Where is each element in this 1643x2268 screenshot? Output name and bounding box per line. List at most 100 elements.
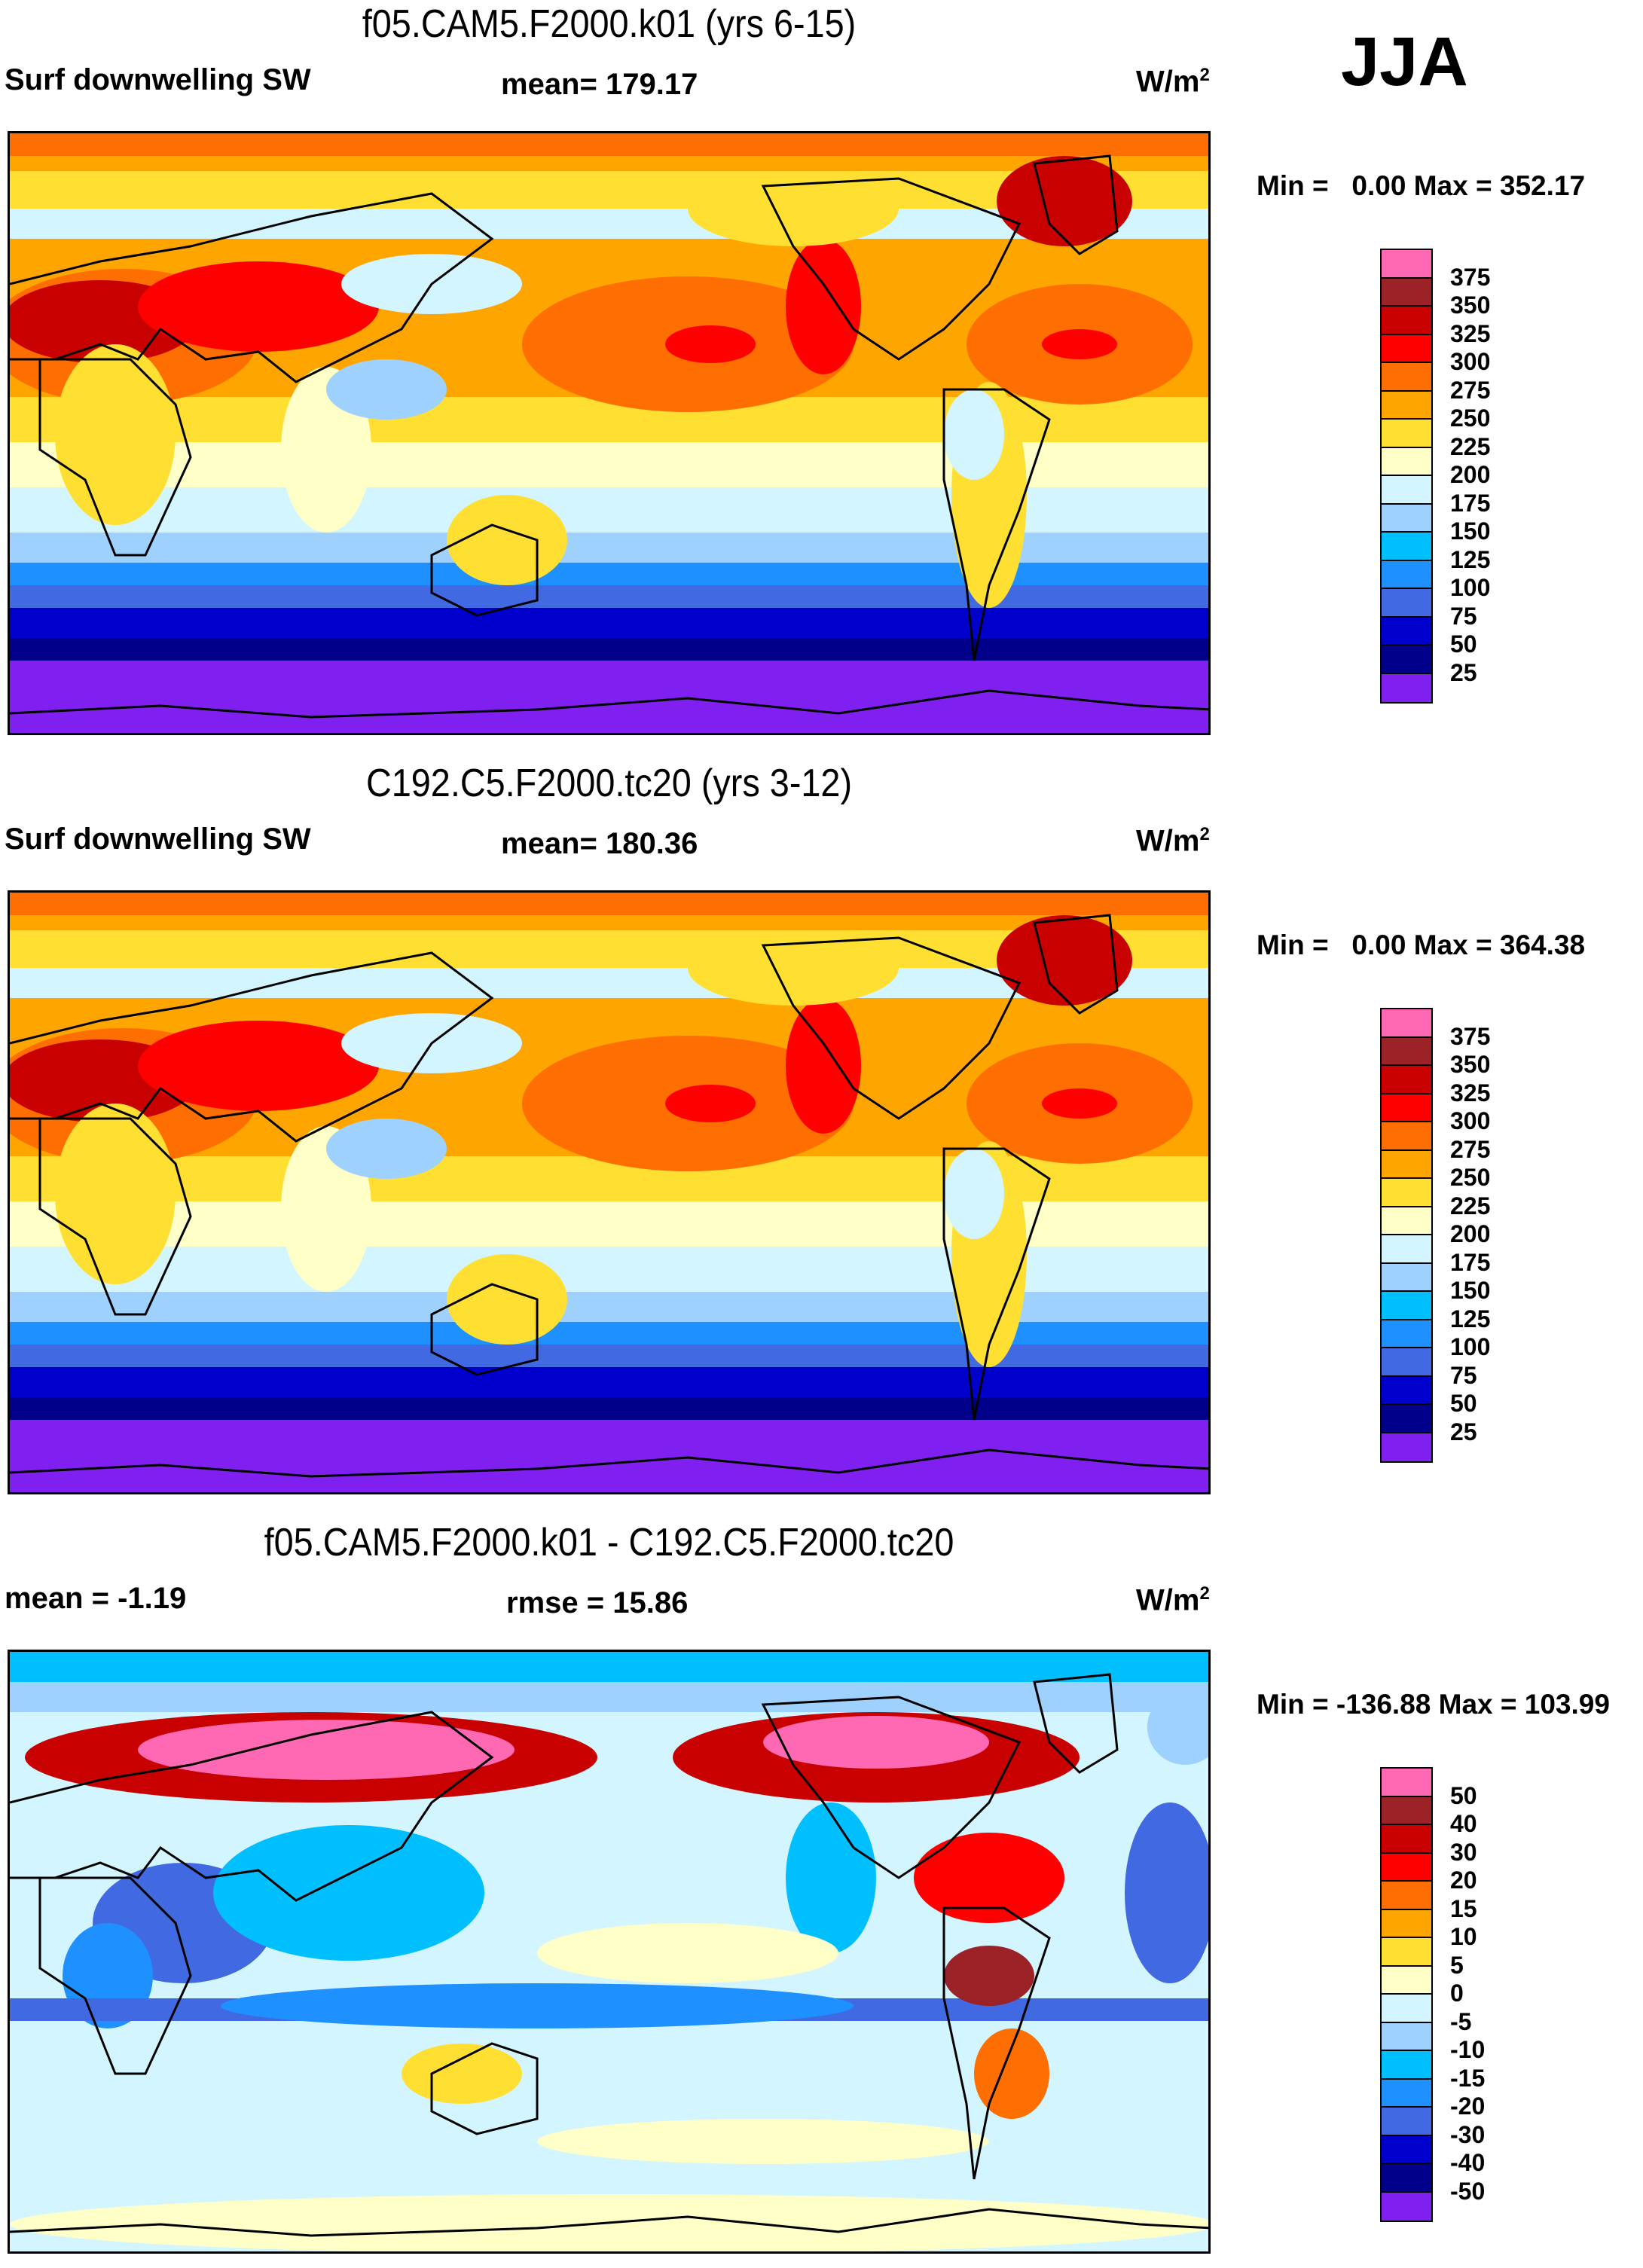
colorbar-tick-label: 10	[1450, 1923, 1477, 1950]
colorbar-box	[1382, 2051, 1431, 2080]
colorbar-box	[1382, 2164, 1431, 2193]
colorbar-tick-label: 75	[1450, 1361, 1477, 1389]
contour-region	[665, 325, 756, 363]
contour-region	[665, 1085, 756, 1122]
latitude-band	[10, 638, 1208, 661]
contour-region	[55, 344, 176, 525]
latitude-band	[10, 133, 1208, 156]
colorbar-box	[1382, 447, 1431, 476]
colorbar-box	[1382, 2135, 1431, 2164]
colorbar-tick-label: 300	[1450, 1107, 1491, 1134]
center-label: mean= 180.36	[501, 827, 698, 860]
colorbar-box	[1382, 589, 1431, 618]
coastline	[430, 2042, 539, 2135]
colorbar-box	[1382, 1882, 1431, 1910]
contour-region	[997, 915, 1132, 1006]
contour-region	[974, 2028, 1049, 2119]
coastline-antarctica	[10, 1448, 1208, 1478]
colorbar-tick-label: -5	[1450, 2007, 1472, 2035]
colorbar-box	[1382, 1909, 1431, 1938]
colorbar-box	[1382, 1037, 1431, 1066]
latitude-band	[10, 585, 1208, 608]
colorbar-box	[1382, 278, 1431, 307]
contour-region	[688, 171, 899, 246]
panel-title: C192.C5.F2000.tc20 (yrs 3-12)	[365, 762, 853, 805]
latitude-band	[10, 1397, 1208, 1420]
colorbar-tick-label: 325	[1450, 319, 1491, 347]
colorbar-box	[1382, 673, 1431, 702]
colorbar-box	[1382, 1292, 1431, 1320]
coastline	[761, 177, 1022, 361]
units-text: W/m	[1136, 824, 1200, 858]
colorbar-tick-label: -30	[1450, 2120, 1486, 2148]
coastline	[1033, 154, 1119, 255]
contour-region	[326, 1119, 447, 1179]
coastline-antarctica	[10, 689, 1208, 719]
latitude-band	[10, 1652, 1208, 1682]
colorbar-tick-label: 100	[1450, 1333, 1491, 1360]
latitude-band	[10, 1420, 1208, 1492]
colorbar-box	[1382, 1207, 1431, 1235]
colorbar-box	[1382, 1009, 1431, 1038]
colorbar-tick-label: 125	[1450, 1305, 1491, 1332]
colorbar-tick-label: 0	[1450, 1980, 1464, 2007]
latitude-band	[10, 1345, 1208, 1367]
colorbar-tick-label: 200	[1450, 1220, 1491, 1247]
colorbar-tick-label: 50	[1450, 1390, 1477, 1417]
coastline	[430, 1283, 539, 1376]
latitude-band	[10, 1682, 1208, 1712]
colorbar-box	[1382, 504, 1431, 533]
colorbar-box	[1382, 1405, 1431, 1433]
latitude-band	[10, 661, 1208, 733]
contour-region	[914, 1833, 1064, 1923]
contour-map	[10, 1652, 1208, 2251]
contour-region	[537, 2119, 989, 2164]
colorbar-tick-label: 150	[1450, 1277, 1491, 1304]
colorbar-box	[1382, 1853, 1431, 1882]
coastline	[942, 388, 1051, 661]
min-max-label: Min = 0.00 Max = 364.38	[1257, 929, 1586, 960]
units-exponent: 2	[1199, 1583, 1210, 1604]
colorbar-box	[1382, 2079, 1431, 2108]
colorbar-tick-label: 350	[1450, 292, 1491, 319]
contour-region	[944, 389, 1004, 480]
coastline	[1033, 1673, 1119, 1774]
colorbar-box	[1382, 420, 1431, 448]
contour-region	[1042, 1088, 1117, 1119]
colorbar-tick-label: -15	[1450, 2064, 1486, 2092]
map-panel	[8, 131, 1211, 735]
coastline	[10, 1711, 494, 1902]
colorbar-box	[1382, 1796, 1431, 1825]
coastline	[761, 936, 1022, 1120]
colorbar-tick-label: -10	[1450, 2036, 1486, 2063]
latitude-band	[10, 1247, 1208, 1292]
contour-region	[138, 1720, 515, 1780]
contour-region	[1125, 1802, 1208, 1983]
colorbar-box	[1382, 391, 1431, 420]
colorbar-tick-label: 250	[1450, 404, 1491, 432]
coastline	[10, 951, 494, 1143]
contour-region	[213, 1825, 484, 1961]
colorbar-tick-label: 30	[1450, 1838, 1477, 1866]
colorbar-box	[1382, 1320, 1431, 1348]
coastline	[942, 1147, 1051, 1421]
colorbar-tick-label: 5	[1450, 1951, 1464, 1979]
colorbar-tick-label: 200	[1450, 461, 1491, 488]
min-max-label: Min = -136.88 Max = 103.99	[1257, 1689, 1610, 1720]
colorbar-tick-label: 150	[1450, 517, 1491, 545]
contour-region	[447, 1254, 567, 1345]
latitude-band	[10, 893, 1208, 915]
colorbar-tick-label: 275	[1450, 1135, 1491, 1163]
colorbar-tick-label: -20	[1450, 2092, 1486, 2120]
units-text: W/m	[1136, 65, 1200, 99]
colorbar-tick-label: 25	[1450, 1418, 1477, 1445]
colorbar-box	[1382, 646, 1431, 674]
units-text: W/m	[1136, 1583, 1200, 1617]
coastline	[38, 358, 192, 557]
contour-region	[1147, 1690, 1208, 1765]
colorbar-tick-label: 50	[1450, 630, 1477, 658]
colorbar-box	[1382, 2192, 1431, 2221]
contour-region	[786, 998, 861, 1134]
colorbar-tick-label: -50	[1450, 2177, 1486, 2205]
units-exponent: 2	[1199, 65, 1210, 85]
